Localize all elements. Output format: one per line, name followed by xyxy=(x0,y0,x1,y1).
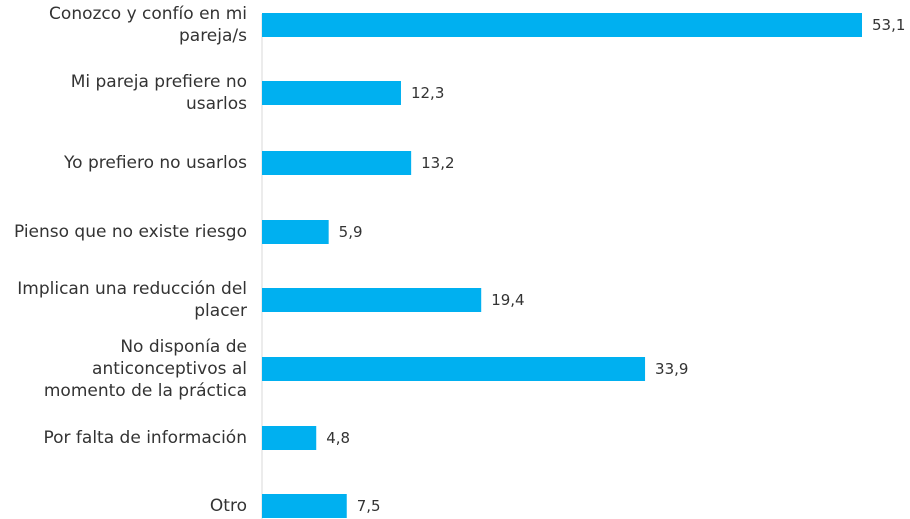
category-label-line: pareja/s xyxy=(179,26,247,46)
data-label: 12,3 xyxy=(411,84,444,102)
category-label-line: Implican una reducción del xyxy=(17,279,247,299)
category-label: Otro xyxy=(210,496,247,516)
category-labels-group: Conozco y confío en mi pareja/s Mi pareja … xyxy=(14,4,247,516)
category-label: No disponía de anticonceptivos al momento … xyxy=(44,337,247,401)
category-label: Pienso que no existe riesgo xyxy=(14,222,247,242)
bar xyxy=(262,13,862,37)
bars-group xyxy=(262,13,862,518)
data-label: 4,8 xyxy=(326,429,350,447)
value-labels-group: 53,1 12,3 13,2 5,9 19,4 33,9 4,8 7,5 xyxy=(326,16,905,515)
category-label: Mi pareja prefiere no usarlos xyxy=(71,72,247,114)
category-label-line: momento de la práctica xyxy=(44,381,247,401)
category-label-line: anticonceptivos al xyxy=(92,359,247,379)
category-label: Yo prefiero no usarlos xyxy=(63,153,247,173)
category-label-line: placer xyxy=(194,301,247,321)
data-label: 13,2 xyxy=(421,154,454,172)
category-label-line: Yo prefiero no usarlos xyxy=(63,153,247,173)
category-label-line: Pienso que no existe riesgo xyxy=(14,222,247,242)
bar xyxy=(262,426,317,450)
category-label-line: Por falta de información xyxy=(43,428,247,448)
bar xyxy=(262,357,646,381)
data-label: 19,4 xyxy=(491,291,524,309)
category-label: Implican una reducción del placer xyxy=(17,279,247,321)
category-label-line: Conozco y confío en mi xyxy=(49,4,247,24)
data-label: 33,9 xyxy=(655,360,688,378)
category-label-line: Mi pareja prefiere no xyxy=(71,72,247,92)
category-label: Por falta de información xyxy=(43,428,247,448)
bar xyxy=(262,220,329,244)
category-label-line: usarlos xyxy=(186,94,247,114)
bar xyxy=(262,151,412,175)
bar xyxy=(262,81,401,105)
category-label-line: No disponía de xyxy=(120,337,247,357)
category-label-line: Otro xyxy=(210,496,247,516)
category-label: Conozco y confío en mi pareja/s xyxy=(49,4,247,46)
bar xyxy=(262,494,347,518)
bar xyxy=(262,288,482,312)
data-label: 53,1 xyxy=(872,16,905,34)
data-label: 5,9 xyxy=(339,223,363,241)
data-label: 7,5 xyxy=(357,497,381,515)
